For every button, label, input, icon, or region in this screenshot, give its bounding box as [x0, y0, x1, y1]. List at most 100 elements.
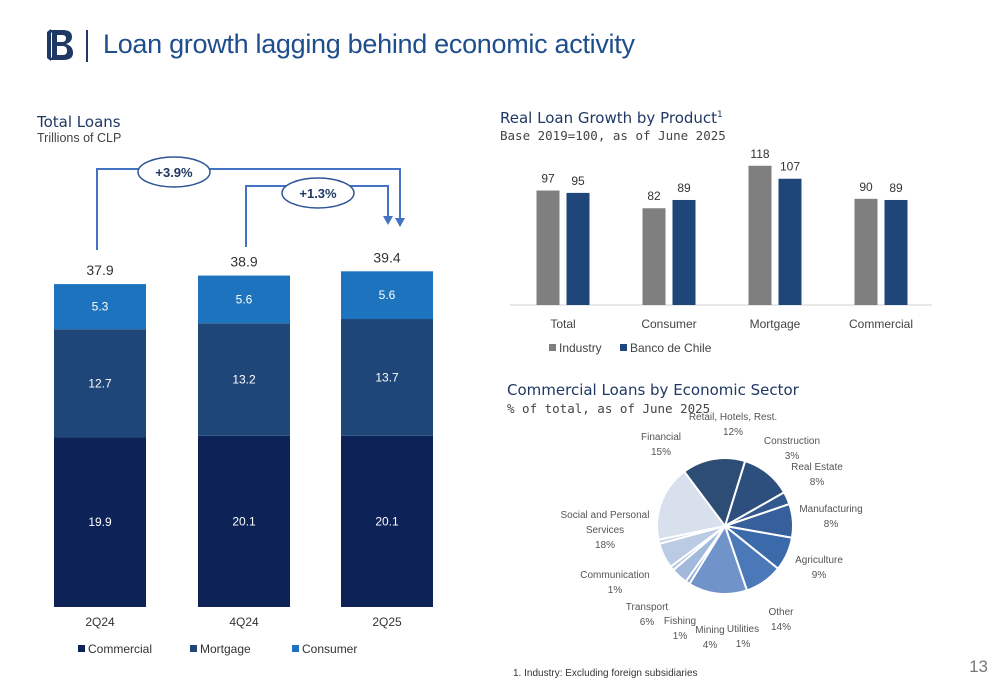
real-growth-title: Real Loan Growth by Product1 — [500, 109, 723, 127]
bar-label-commercial-2q24: 19.9 — [88, 515, 112, 529]
bar-banco-de-chile-total — [566, 192, 590, 305]
pie-label-retail-hotels-rest: Retail, Hotels, Rest. 12% — [689, 412, 777, 438]
pie-label-real-estate: Real Estate 8% — [791, 462, 843, 488]
bracket-long — [96, 168, 401, 250]
real-growth-subtitle: Base 2019=100, as of June 2025 — [500, 128, 726, 143]
pie-label-fishing: Fishing 1% — [664, 616, 696, 642]
bar-industry-total — [536, 190, 560, 305]
pie-label-line: Retail, Hotels, Rest. — [689, 412, 777, 423]
growth-short-label: +1.3% — [299, 186, 337, 201]
title-separator — [86, 30, 88, 62]
pie-label-other: Other 14% — [768, 607, 794, 633]
sector-subtitle: % of total, as of June 2025 — [507, 401, 711, 416]
pie-label-line: Utilities — [727, 624, 759, 635]
total-label-2q25: 39.4 — [373, 249, 400, 265]
bar-banco-de-chile-mortgage — [778, 178, 802, 305]
total-loans-subtitle: Trillions of CLP — [37, 131, 122, 145]
pie-label-transport: Transport 6% — [626, 602, 669, 628]
pie-label-line: 12% — [723, 427, 743, 438]
footnote: 1. Industry: Excluding foreign subsidiar… — [513, 668, 698, 679]
legend-label-banco-de-chile: Banco de Chile — [630, 341, 712, 355]
pie-label-line: 1% — [673, 631, 688, 642]
legend-swatch-consumer — [292, 645, 299, 652]
pie-label-financial: Financial 15% — [641, 432, 681, 458]
bar-commercial-4q24 — [198, 435, 290, 607]
pie-label-manufacturing: Manufacturing 8% — [799, 504, 862, 530]
growth-oval-long — [137, 156, 211, 188]
bar-label-consumer-4q24: 5.6 — [236, 292, 253, 306]
bar-label-commercial-4q24: 20.1 — [232, 514, 256, 528]
pie-label-line: 14% — [771, 622, 791, 633]
value-label-banco-de-chile-mortgage: 107 — [780, 160, 800, 174]
growth-long-label: +3.9% — [155, 165, 193, 180]
bar-mortgage-2q24 — [54, 329, 146, 438]
pie-label-line: 18% — [595, 540, 615, 551]
pie-label-line: Services — [586, 525, 624, 536]
arrow-long-head — [395, 218, 405, 227]
pie-label-social-and-personal: Social and Personal Services 18% — [561, 510, 650, 551]
pie-label-line: Social and Personal — [561, 510, 650, 521]
pie-label-line: 9% — [812, 570, 827, 581]
value-label-banco-de-chile-total: 95 — [571, 174, 585, 188]
bar-label-mortgage-2q25: 13.7 — [375, 370, 399, 384]
legend-label-industry: Industry — [559, 341, 602, 355]
bar-commercial-2q25 — [341, 435, 433, 607]
pie-label-line: Mining — [695, 625, 724, 636]
bar-mortgage-2q25 — [341, 319, 433, 436]
pie-label-construction: Construction 3% — [764, 436, 820, 462]
pie-label-utilities: Utilities 1% — [727, 624, 759, 650]
bar-mortgage-4q24 — [198, 323, 290, 436]
x-tick-commercial: Commercial — [849, 317, 913, 331]
real-growth-chart: 97 95 Total 82 89 Consumer 118 107 Mortgage 90 89 C… — [510, 147, 932, 355]
page-number: 13 — [969, 657, 988, 676]
bar-industry-commercial — [854, 198, 878, 305]
real-growth-title-text: Real Loan Growth by Product — [500, 109, 718, 127]
legend-swatch-commercial — [78, 645, 85, 652]
pie-label-line: Real Estate — [791, 462, 843, 473]
pie-slice-other — [688, 523, 749, 595]
bar-industry-mortgage — [748, 165, 772, 305]
pie-label-line: 3% — [785, 451, 800, 462]
pie-label-line: 8% — [824, 519, 839, 530]
total-loans-chart: 19.9 12.7 5.3 37.9 2Q24 20.1 13.2 5.6 38.9 4Q24 20… — [54, 156, 433, 656]
x-tick-mortgage: Mortgage — [750, 317, 801, 331]
growth-oval-short — [281, 177, 355, 209]
pie-label-line: 1% — [608, 585, 623, 596]
pie-label-line: Communication — [580, 570, 649, 581]
bar-label-consumer-2q24: 5.3 — [92, 300, 109, 314]
bar-industry-consumer — [642, 208, 666, 305]
pie-slice-financial — [682, 457, 747, 529]
total-label-2q24: 37.9 — [86, 262, 113, 278]
legend-swatch-industry — [549, 344, 556, 351]
x-tick-total: Total — [550, 317, 575, 331]
arrow-short-head — [383, 216, 393, 225]
legend-label-commercial: Commercial — [88, 642, 152, 656]
pie-label-line: Transport — [626, 602, 669, 613]
value-label-industry-consumer: 82 — [647, 189, 661, 203]
value-label-banco-de-chile-commercial: 89 — [889, 181, 903, 195]
bar-commercial-2q24 — [54, 437, 146, 607]
total-loans-title: Total Loans — [37, 113, 121, 131]
pie-label-line: Agriculture — [795, 555, 843, 566]
x-tick-2q25: 2Q25 — [372, 615, 402, 629]
bar-banco-de-chile-commercial — [884, 199, 908, 305]
bar-label-consumer-2q25: 5.6 — [379, 288, 396, 302]
bar-consumer-4q24 — [198, 275, 290, 324]
pie-label-line: Construction — [764, 436, 820, 447]
pie-label-line: Financial — [641, 432, 681, 443]
sector-title: Commercial Loans by Economic Sector — [507, 381, 799, 399]
footnote-ref: 1 — [717, 110, 723, 120]
x-tick-consumer: Consumer — [641, 317, 696, 331]
pie-slice-social-and-personal — [656, 470, 727, 541]
page-title: Loan growth lagging behind economic acti… — [103, 29, 635, 59]
pie-label-line: 6% — [640, 617, 655, 628]
pie-label-line: Manufacturing — [799, 504, 862, 515]
pie-label-line: Fishing — [664, 616, 696, 627]
bar-banco-de-chile-consumer — [672, 199, 696, 305]
legend-label-consumer: Consumer — [302, 642, 357, 656]
x-tick-4q24: 4Q24 — [229, 615, 259, 629]
bar-label-mortgage-2q24: 12.7 — [88, 376, 112, 390]
bank-logo-icon — [47, 29, 73, 61]
value-label-banco-de-chile-consumer: 89 — [677, 181, 691, 195]
sector-pie-chart: Retail, Hotels, Rest. 12%Construction 3%Re… — [561, 412, 863, 651]
